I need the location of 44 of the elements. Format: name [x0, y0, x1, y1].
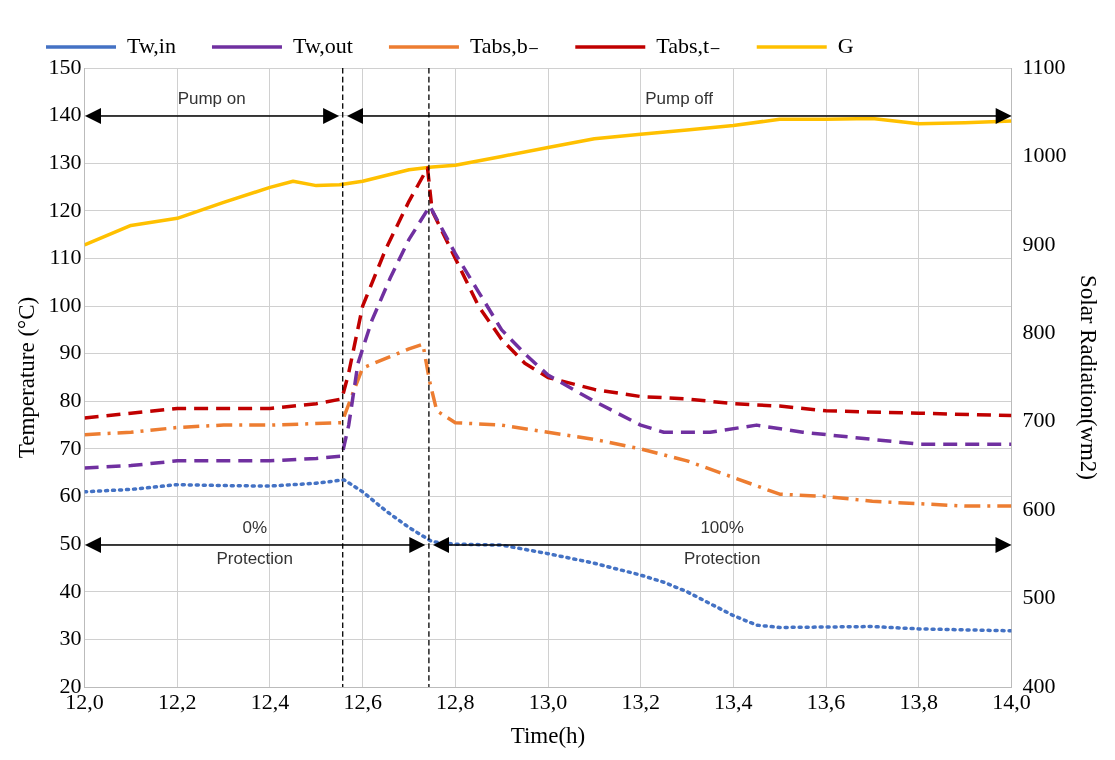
- y-tick-label: 80: [59, 387, 82, 413]
- x-tick-label: 13,6: [806, 688, 846, 714]
- y-tick-label: 50: [59, 529, 82, 555]
- y-axis-title: Temperature (°C): [13, 296, 39, 459]
- y-tick-label: 30: [59, 625, 82, 651]
- y-tick-label: 150: [48, 53, 82, 79]
- x-tick-label: 13,2: [621, 688, 660, 714]
- x-tick-label: 12,8: [436, 688, 475, 714]
- x-tick-label: 12,2: [158, 688, 197, 714]
- y2-tick-label: 1100: [1022, 53, 1066, 79]
- x-tick-label: 13,0: [528, 688, 568, 714]
- x-tick-label: 13,8: [899, 688, 938, 714]
- legend-label: Tabs,t₋: [656, 32, 721, 58]
- y2-tick-label: 800: [1022, 319, 1056, 345]
- legend-label: Tabs,b₋: [469, 32, 540, 58]
- x-tick-label: 12,4: [250, 688, 290, 714]
- y-tick-label: 130: [48, 149, 82, 175]
- x-tick-label: 13,4: [714, 688, 753, 714]
- annotation: 0% Protection: [216, 517, 294, 568]
- x-tick-label: 12,6: [343, 688, 382, 714]
- x-axis-title: Time(h): [510, 723, 586, 749]
- annotation: Pump on: [177, 88, 246, 108]
- y2-tick-label: 900: [1022, 230, 1056, 256]
- y2-tick-label: 500: [1022, 584, 1056, 610]
- legend-label: Tw,out: [292, 32, 353, 58]
- y2-axis-title: Solar Radiation(wm2): [1076, 274, 1102, 481]
- y-tick-label: 60: [59, 482, 82, 508]
- y-tick-label: 140: [48, 101, 82, 127]
- annotation: 100% Protection: [683, 517, 761, 568]
- y-tick-label: 100: [48, 291, 82, 317]
- y-tick-label: 90: [59, 339, 82, 365]
- line-series: [84, 478, 1012, 633]
- legend-label: Tw,in: [127, 32, 176, 58]
- y2-tick-label: 700: [1022, 407, 1056, 433]
- y2-tick-label: 1000: [1022, 142, 1067, 168]
- y-tick-label: 70: [59, 434, 82, 460]
- annotation: Pump off: [645, 88, 714, 108]
- y2-tick-label: 600: [1022, 495, 1056, 521]
- y-tick-label: 110: [49, 244, 82, 270]
- legend-label: G: [837, 32, 854, 58]
- y-tick-label: 120: [48, 196, 82, 222]
- line-series: [84, 166, 1012, 420]
- line-series: [84, 342, 1012, 508]
- y-tick-label: 40: [59, 577, 82, 603]
